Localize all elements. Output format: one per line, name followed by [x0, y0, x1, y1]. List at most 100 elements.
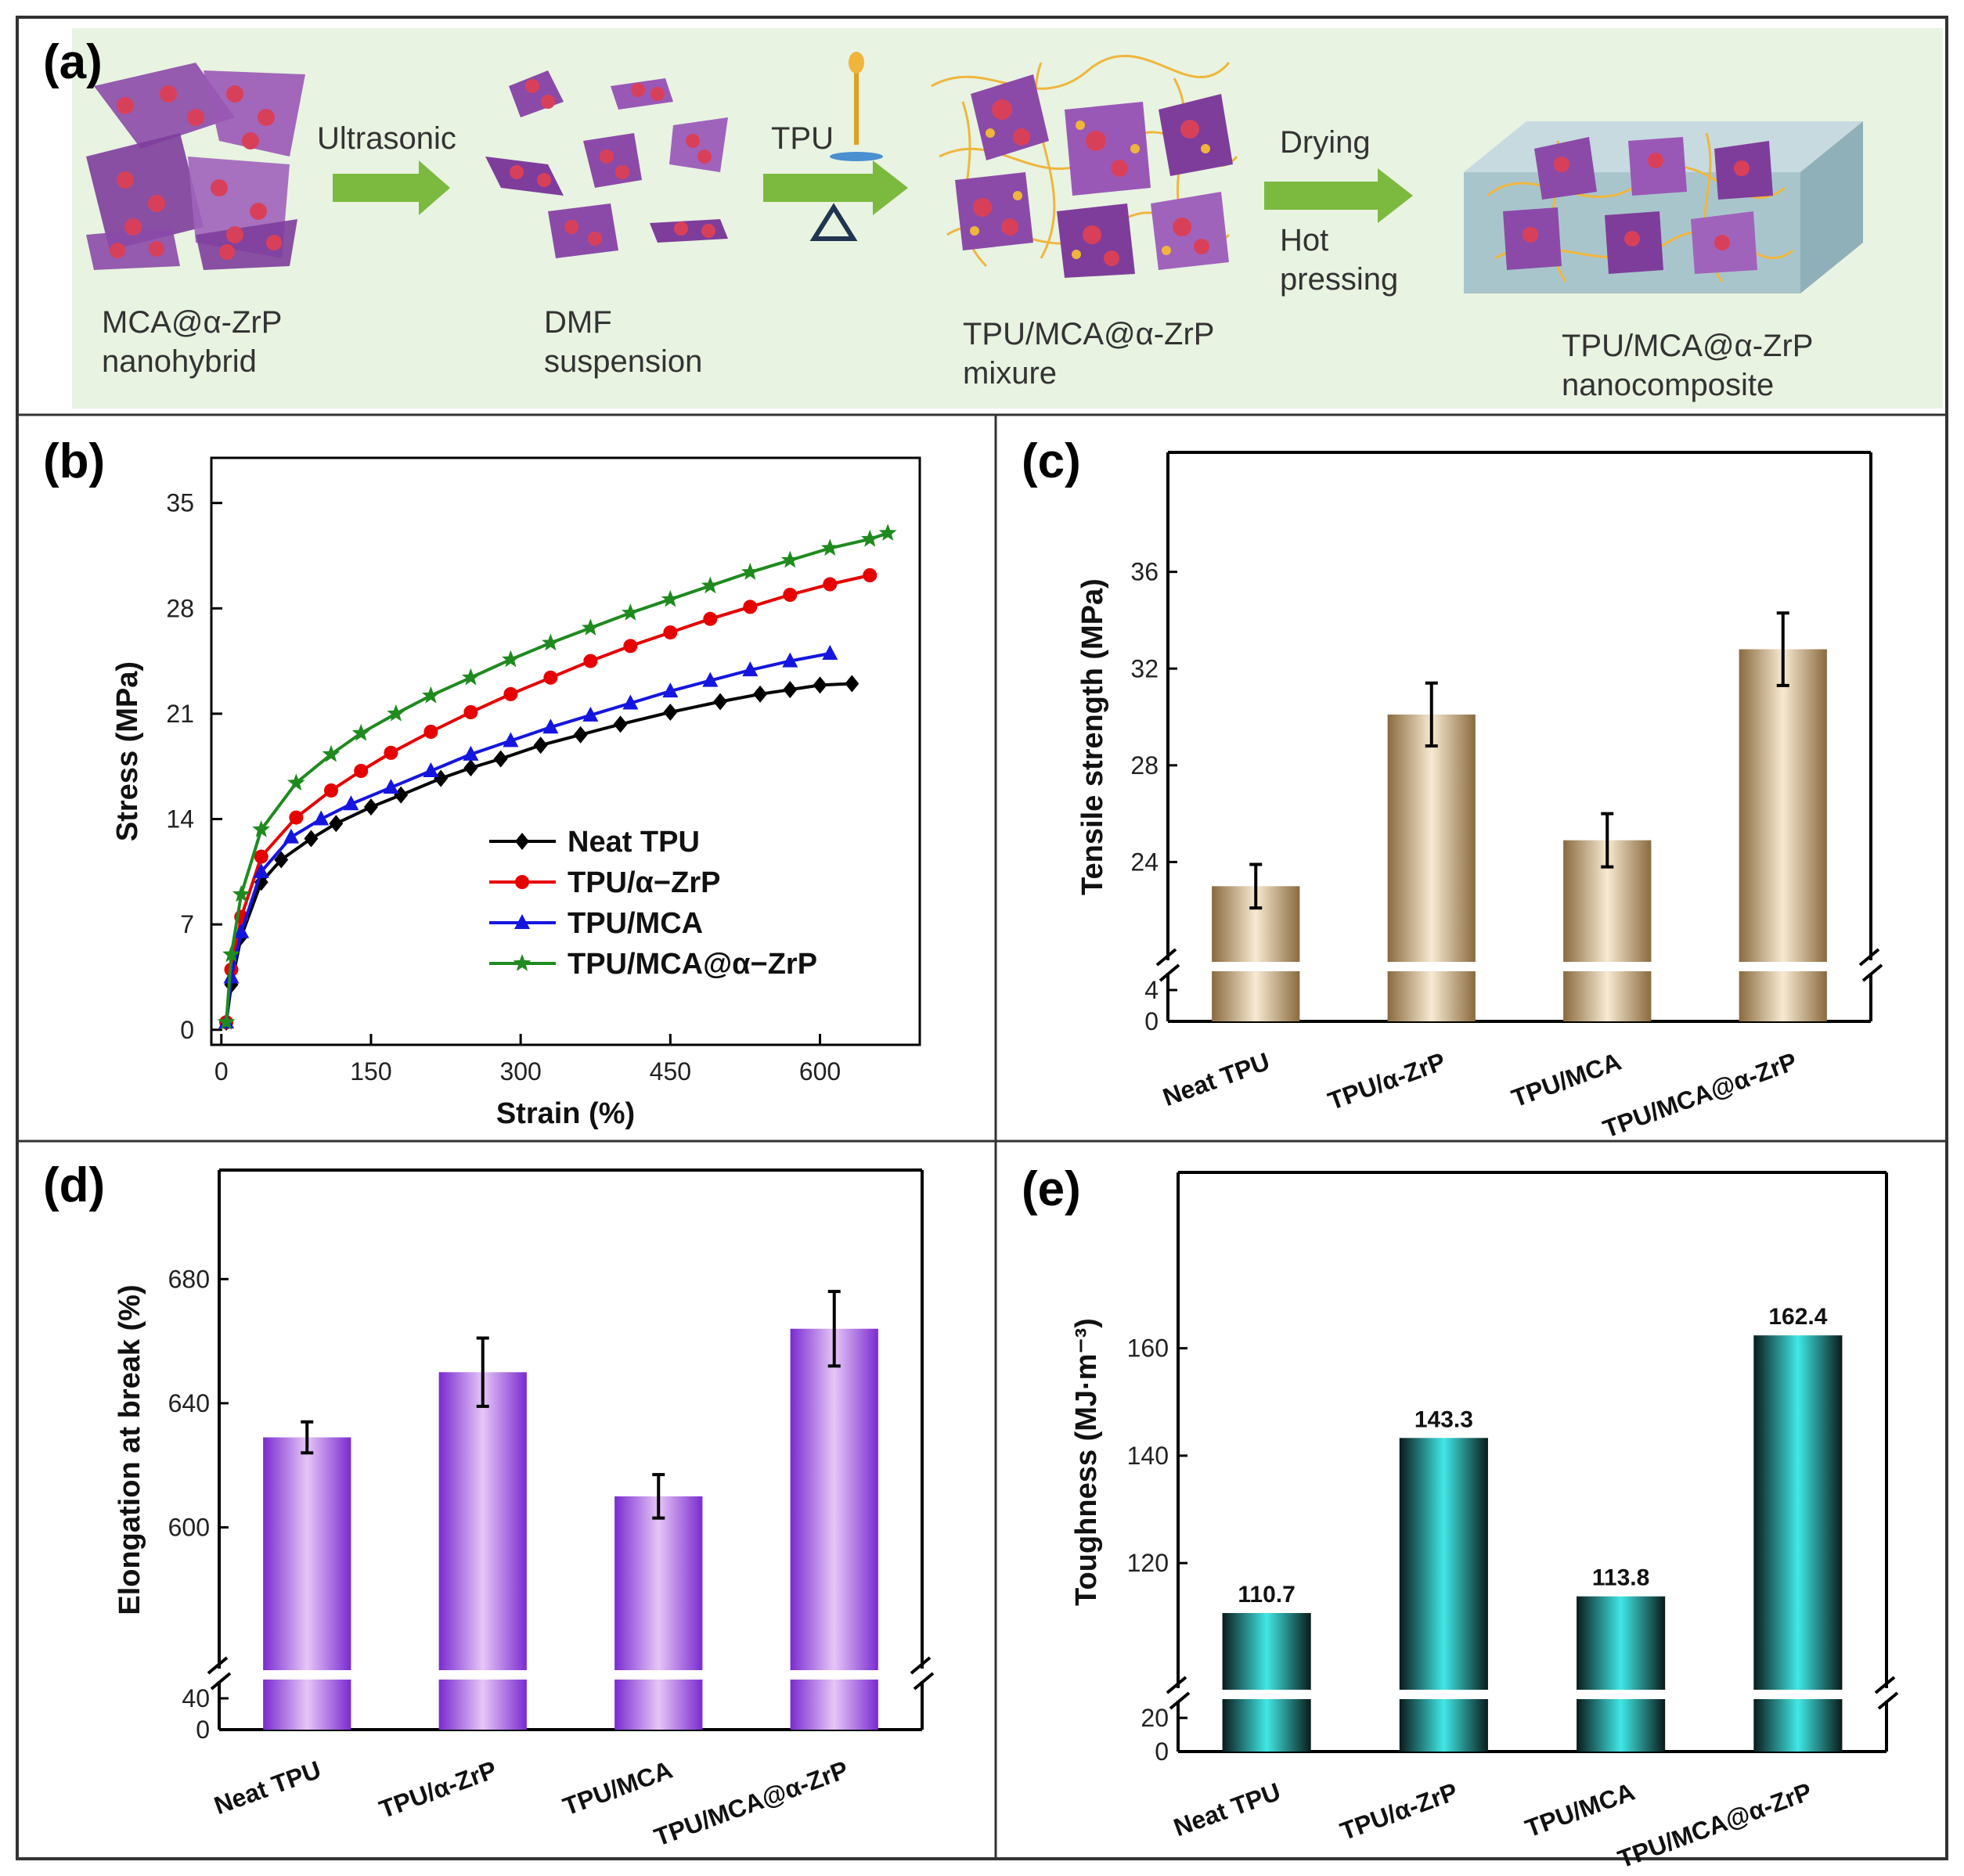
point-tpu-mca-zrp-16: [741, 563, 759, 580]
point-tpu-mca-zrp-12: [582, 618, 600, 636]
panel-c-label: (c): [1022, 434, 1081, 488]
step3-line2: mixure: [963, 356, 1057, 391]
category-label-tpu-mca-zrp: TPU/MCA@α-ZrP: [650, 1755, 852, 1852]
point-tpu-zrp-19: [863, 568, 877, 582]
bar-break-gap-tpu-zrp: [1397, 1690, 1490, 1699]
y-tick-label-chartD-680: 680: [168, 1265, 210, 1293]
step2-line1: DMF: [544, 305, 612, 340]
break-mark-b-chartE-0: [1169, 1691, 1191, 1710]
bar-break-gap-tpu-mca: [1575, 1690, 1667, 1699]
point-tpu-mca-1: [223, 968, 240, 984]
y-tick-label-chartC-0: 0: [1144, 1007, 1159, 1035]
point-tpu-mca-zrp-19: [860, 529, 879, 547]
x-tick-label-150: 150: [350, 1057, 391, 1086]
legend-label-tpu-zrp: TPU/α−ZrP: [568, 866, 720, 899]
legend-marker-tpu-mca-zrp: [513, 954, 532, 971]
point-neat-tpu-15: [663, 704, 678, 721]
point-tpu-mca-14: [662, 682, 679, 698]
chart-e: 0 20 120 140 160 110.7 Neat TPU 143.3 TPU/α-ZrP 1…: [1070, 1171, 1899, 1874]
series-tpu-mca: [218, 645, 838, 1029]
y-tick-label-chartE-160: 160: [1127, 1334, 1169, 1363]
bar-break-gap-tpu-mca-zrp: [788, 1670, 880, 1680]
point-neat-tpu-5: [304, 830, 319, 848]
y-tick-label-21: 21: [166, 700, 194, 728]
break-mark-b-chartC-0: [1159, 963, 1180, 982]
point-tpu-mca-16: [742, 661, 759, 677]
legend-marker-tpu-mca: [514, 914, 530, 929]
pipette-icon: [854, 67, 859, 145]
point-tpu-mca-5: [313, 810, 330, 826]
point-tpu-mca-zrp-10: [502, 650, 520, 668]
legend-label-tpu-mca-zrp: TPU/MCA@α−ZrP: [568, 948, 817, 981]
point-tpu-mca-3: [253, 862, 269, 878]
legend-label-tpu-mca: TPU/MCA: [568, 907, 703, 940]
bar-tpu-zrp: [1387, 714, 1476, 1021]
point-tpu-zrp-7: [384, 745, 398, 760]
chart-d: 0 40 600 640 680 Neat TPU TPU/α-ZrP TPU/MCATPU/…: [114, 1168, 935, 1852]
point-tpu-mca-12: [582, 706, 599, 722]
point-tpu-zrp-4: [289, 810, 304, 825]
point-tpu-zrp-5: [323, 783, 338, 798]
value-label-tpu-zrp: 143.3: [1414, 1406, 1473, 1432]
point-tpu-zrp-16: [743, 600, 758, 614]
nanocomposite-illustration: [1464, 121, 1863, 293]
point-tpu-mca-zrp-1: [222, 945, 240, 963]
point-tpu-zrp-8: [423, 725, 438, 739]
y-tick-label-chartD-0: 0: [196, 1716, 210, 1744]
arrow-drying: [1264, 168, 1413, 223]
x-tick-label-0: 0: [214, 1057, 229, 1086]
step4-line1: TPU/MCA@α-ZrP: [1562, 329, 1813, 363]
bar-tpu-mca-zrp: [790, 1328, 878, 1730]
point-tpu-mca-zrp-0: [217, 1013, 236, 1030]
point-neat-tpu-17: [753, 685, 768, 703]
panel-a: (a) MCA@α-ZrP nanohybrid Ultrasonic: [43, 28, 1943, 409]
bar-break-gap-tpu-mca: [1562, 962, 1653, 971]
panel-a-label: (a): [43, 35, 103, 89]
point-tpu-mca-zrp-8: [422, 686, 440, 704]
arrow3-label-bottom2: pressing: [1280, 262, 1398, 297]
mixture-illustration: [931, 54, 1238, 278]
nanohybrid-illustration: [86, 63, 305, 270]
y-tick-label-chartE-120: 120: [1127, 1549, 1169, 1577]
point-tpu-mca-zrp-13: [621, 603, 640, 621]
point-tpu-mca-4: [283, 828, 299, 844]
point-neat-tpu-18: [783, 681, 798, 699]
point-tpu-zrp-6: [354, 764, 369, 778]
arrow1-label: Ultrasonic: [317, 121, 456, 156]
point-tpu-zrp-17: [783, 588, 798, 602]
bar-break-gap-tpu-mca: [613, 1670, 705, 1680]
point-tpu-zrp-12: [583, 654, 598, 668]
panel-d-label: (d): [43, 1158, 105, 1212]
value-label-tpu-mca-zrp: 162.4: [1768, 1304, 1827, 1330]
bar-tpu-zrp: [1399, 1438, 1488, 1752]
step3-line1: TPU/MCA@α-ZrP: [963, 317, 1214, 351]
break-mark-a-chartE-0: [1166, 1676, 1187, 1694]
point-tpu-mca-zrp-4: [286, 773, 305, 791]
y-axis-title-chartC: Tensile strength (MPa): [1076, 578, 1109, 895]
break-mark-b-chartD-1: [913, 1672, 935, 1691]
bar-break-gap-tpu-mca-zrp: [1737, 962, 1829, 971]
y-tick-label-chartC-36: 36: [1130, 558, 1159, 586]
bar-tpu-mca: [614, 1496, 703, 1730]
bar-break-gap-neat-tpu: [1220, 1690, 1313, 1699]
bar-break-gap-neat-tpu: [1210, 962, 1302, 971]
point-tpu-mca-10: [503, 732, 519, 747]
break-mark-a-chartD-0: [207, 1656, 229, 1675]
bar-neat-tpu: [263, 1437, 351, 1730]
point-neat-tpu-7: [363, 798, 378, 816]
point-neat-tpu-4: [274, 851, 289, 869]
point-tpu-zrp-13: [623, 639, 638, 654]
chart-c: 0 4 24 28 32 36 Neat TPU TPU/α-ZrP TPU/MCATPU/MC…: [1076, 451, 1883, 1143]
point-tpu-mca-13: [622, 694, 639, 710]
panel-e-label: (e): [1022, 1162, 1081, 1216]
break-mark-a-chartD-1: [910, 1656, 932, 1675]
point-neat-tpu-14: [613, 715, 628, 733]
x-tick-label-300: 300: [499, 1057, 541, 1086]
point-neat-tpu-12: [533, 736, 548, 754]
bar-break-gap-neat-tpu: [261, 1670, 353, 1680]
y-axis-title-b: Stress (MPa): [111, 661, 144, 841]
point-tpu-mca-zrp-15: [701, 576, 719, 594]
point-tpu-mca-zrp-7: [387, 704, 405, 722]
bar-tpu-mca-zrp: [1739, 649, 1827, 1021]
point-tpu-zrp-9: [463, 705, 478, 719]
